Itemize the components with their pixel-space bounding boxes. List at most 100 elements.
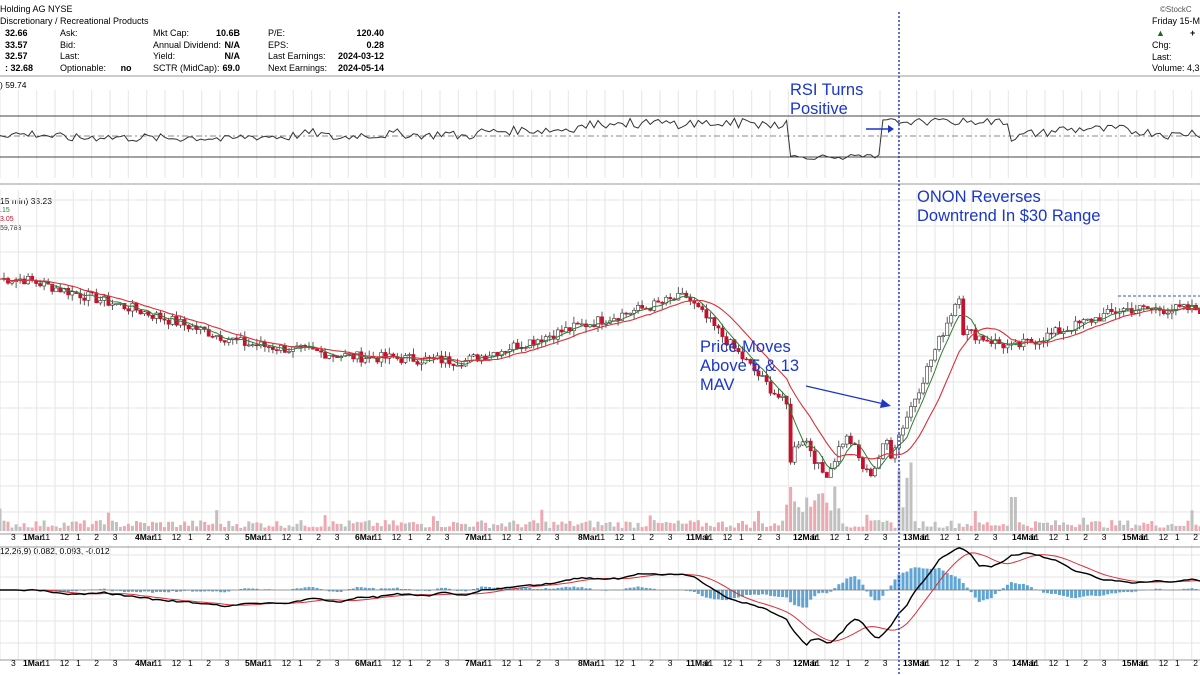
volume-bar xyxy=(10,527,14,531)
hour-tick-label: 1 xyxy=(518,532,523,542)
hour-tick-label: 2 xyxy=(426,658,431,668)
hour-tick-label: 11 xyxy=(921,658,930,668)
macd-histogram-bar xyxy=(640,587,644,590)
fund-values: 10.6B N/A N/A 69.0 xyxy=(215,28,240,73)
hour-tick-label: 1 xyxy=(188,658,193,668)
hour-tick-label: 3 xyxy=(883,532,888,542)
macd-histogram-bar xyxy=(215,590,219,592)
volume-bar xyxy=(191,520,195,531)
volume-bar xyxy=(299,520,303,531)
volume-bar xyxy=(680,523,684,531)
day-tick-label: 12Mar xyxy=(793,658,818,668)
macd-histogram-bar xyxy=(367,588,371,590)
volume-bar xyxy=(821,493,825,531)
volume-bar xyxy=(263,527,267,531)
candle xyxy=(937,336,942,350)
hour-tick-label: 1 xyxy=(408,658,413,668)
hour-tick-label: 12 xyxy=(830,658,840,668)
macd-histogram-bar xyxy=(845,578,849,590)
macd-histogram-bar xyxy=(476,588,480,590)
macd-histogram-bar xyxy=(781,590,785,597)
volume-bar xyxy=(102,524,106,531)
hour-tick-label: 1 xyxy=(956,658,961,668)
volume-bar xyxy=(644,526,648,531)
candle xyxy=(383,352,388,359)
candle xyxy=(50,283,55,292)
volume-bar xyxy=(327,526,331,531)
macd-histogram-bar xyxy=(584,588,588,590)
macd-histogram-bar xyxy=(480,586,484,590)
volume-bar xyxy=(937,527,941,531)
candle xyxy=(772,392,777,395)
candle xyxy=(804,440,809,443)
volume-bar xyxy=(219,524,223,531)
hour-tick-label: 12 xyxy=(60,532,70,542)
macd-histogram-bar xyxy=(1118,590,1122,593)
volume-bar xyxy=(564,523,568,531)
volume-bar xyxy=(861,526,865,531)
macd-histogram-bar xyxy=(118,590,122,591)
volume-bar xyxy=(965,524,969,531)
candle xyxy=(820,462,825,473)
volume-bar xyxy=(151,521,154,531)
hour-tick-label: 12 xyxy=(723,658,733,668)
candle xyxy=(740,351,745,360)
volume-bar xyxy=(1086,524,1090,531)
hour-tick-label: 3 xyxy=(776,658,781,668)
macd-histogram-bar xyxy=(448,588,451,590)
volume-bar xyxy=(423,527,427,531)
macd-histogram-bar xyxy=(492,587,496,590)
candle xyxy=(471,354,476,357)
volume-bar xyxy=(94,520,98,531)
day-tick-label: 6Mar xyxy=(355,658,376,668)
macd-histogram-bar xyxy=(1001,588,1005,590)
hour-tick-label: 11 xyxy=(921,532,930,542)
macd-histogram-bar xyxy=(391,588,395,590)
candle xyxy=(323,351,328,359)
hour-tick-label: 11 xyxy=(1140,532,1149,542)
candle xyxy=(965,329,970,336)
macd-histogram-bar xyxy=(207,590,211,592)
macd-histogram-bar xyxy=(869,590,873,597)
candle xyxy=(1182,304,1186,307)
volume-bar xyxy=(199,520,203,531)
macd-histogram-bar xyxy=(973,590,977,598)
hour-tick-label: 1 xyxy=(631,532,636,542)
hour-tick-label: 2 xyxy=(536,532,541,542)
volume-bar xyxy=(993,525,997,531)
candle xyxy=(969,329,974,331)
macd-histogram-bar xyxy=(708,590,712,599)
volume-bar xyxy=(592,527,596,531)
candle xyxy=(1105,308,1110,314)
candle xyxy=(210,335,215,338)
macd-histogram-bar xyxy=(227,590,231,592)
volume-bar xyxy=(223,526,227,531)
volume-bar xyxy=(652,520,656,531)
macd-histogram-bar xyxy=(1074,590,1078,599)
macd-histogram-bar xyxy=(239,589,243,590)
volume-bar xyxy=(632,527,636,531)
macd-histogram-bar xyxy=(989,590,993,599)
volume-bar xyxy=(813,500,817,531)
candle xyxy=(146,311,151,316)
macd-histogram-bar xyxy=(1102,590,1106,596)
volume-bar xyxy=(917,528,921,531)
candle xyxy=(716,325,721,329)
volume-bar xyxy=(997,525,1001,531)
candle xyxy=(628,312,633,315)
hour-tick-label: 12 xyxy=(615,658,625,668)
candle xyxy=(122,303,127,309)
hour-tick-label: 2 xyxy=(316,658,321,668)
hour-tick-label: 12 xyxy=(1049,658,1059,668)
header: Holding AG NYSE xyxy=(0,4,73,16)
volume-bar xyxy=(672,523,676,531)
candle xyxy=(70,291,75,296)
macd-histogram-bar xyxy=(628,587,632,590)
day-tick-label: 11Mar xyxy=(686,532,711,542)
candle xyxy=(1077,320,1082,324)
candle xyxy=(921,382,926,394)
macd-histogram-bar xyxy=(363,587,367,590)
hour-tick-label: 3 xyxy=(335,532,340,542)
candle xyxy=(989,340,994,344)
macd-histogram-bar xyxy=(564,586,568,590)
